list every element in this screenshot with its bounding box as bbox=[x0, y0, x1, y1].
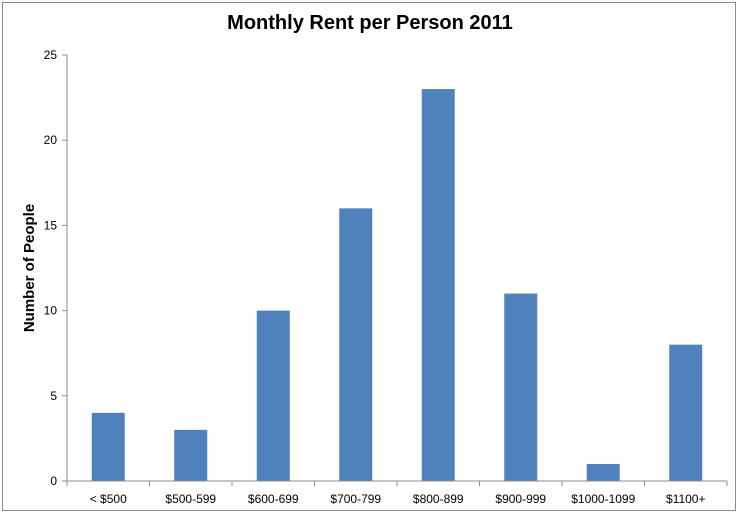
bar bbox=[91, 412, 125, 481]
x-tick-label: $1100+ bbox=[666, 492, 706, 506]
x-tick-label: $600-699 bbox=[248, 492, 299, 506]
x-tick-label: $900-999 bbox=[495, 492, 546, 506]
bar bbox=[586, 463, 620, 481]
x-ticks-group: < $500 $500-599 $600-699 $700-799 $800-899 $9… bbox=[66, 481, 728, 506]
y-tick-label: 25 bbox=[44, 48, 58, 62]
y-tick-label: 15 bbox=[44, 218, 58, 232]
x-tick-label: $800-899 bbox=[413, 492, 464, 506]
y-tick-label: 0 bbox=[50, 474, 57, 488]
y-tick-label: 20 bbox=[44, 133, 58, 147]
x-tick-label: $500-599 bbox=[165, 492, 216, 506]
bar bbox=[174, 429, 208, 481]
x-tick-label: $700-799 bbox=[330, 492, 381, 506]
bar bbox=[256, 310, 290, 481]
y-tick-label: 10 bbox=[44, 304, 58, 318]
x-tick-label: < $500 bbox=[90, 492, 127, 506]
chart-title: Monthly Rent per Person 2011 bbox=[227, 12, 513, 34]
y-tick-label: 5 bbox=[50, 389, 57, 403]
bar bbox=[504, 293, 538, 481]
bar bbox=[339, 208, 373, 482]
x-tick-label: $1000-1099 bbox=[571, 492, 635, 506]
bar bbox=[669, 344, 703, 481]
y-axis-label: Number of People bbox=[21, 204, 38, 332]
bar bbox=[421, 89, 455, 481]
y-ticks-group: 0 5 10 15 20 25 bbox=[44, 48, 67, 488]
bars-group bbox=[91, 89, 703, 482]
